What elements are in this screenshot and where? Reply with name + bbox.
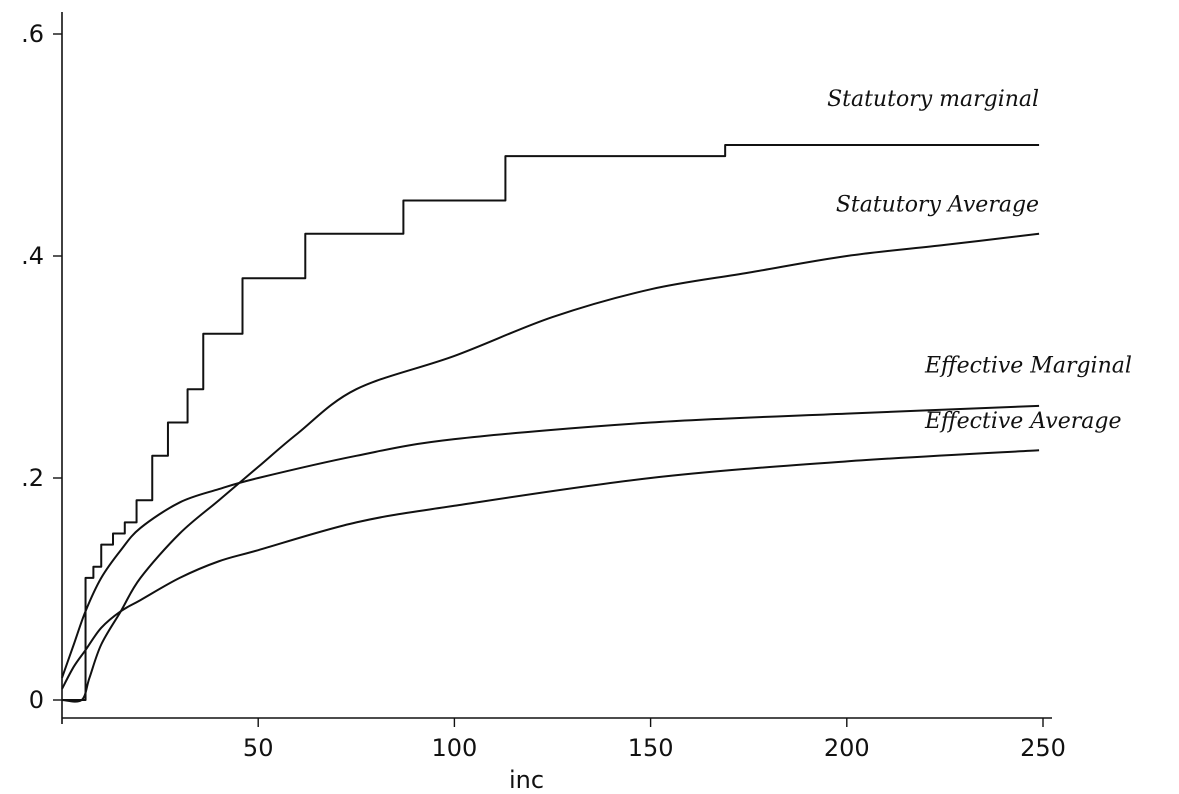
series-line-effective-average (61, 449, 1040, 690)
y-ticks: 0 .2 .4 .6 (21, 20, 62, 714)
series-line-statutory-marginal (62, 144, 1040, 701)
x-tick-label-2: 150 (628, 734, 674, 762)
annotation-group: Statutory marginal Statutory Average Effec… (827, 87, 1132, 434)
annotation-effective-marginal: Effective Marginal (924, 354, 1132, 379)
series-line-effective-marginal (61, 404, 1040, 679)
annotation-effective-average: Effective Average (924, 409, 1122, 434)
series-line-statutory-average (61, 232, 1040, 703)
x-tick-label-3: 200 (824, 734, 870, 762)
y-tick-label-2: .4 (21, 242, 44, 270)
x-ticks: 50 100 150 200 250 (243, 718, 1066, 762)
y-tick-label-1: .2 (21, 464, 44, 492)
plot-area: 0 .2 .4 .6 50 100 150 200 250 Statutory margina… (21, 12, 1132, 794)
x-tick-label-1: 100 (431, 734, 477, 762)
annotation-statutory-marginal: Statutory marginal (827, 87, 1039, 112)
series-group (61, 144, 1040, 703)
x-tick-label-0: 50 (243, 734, 274, 762)
y-tick-label-0: 0 (29, 686, 44, 714)
y-tick-label-3: .6 (21, 20, 44, 48)
x-axis-title: inc (509, 766, 544, 794)
annotation-statutory-average: Statutory Average (836, 193, 1039, 218)
x-tick-label-4: 250 (1020, 734, 1066, 762)
